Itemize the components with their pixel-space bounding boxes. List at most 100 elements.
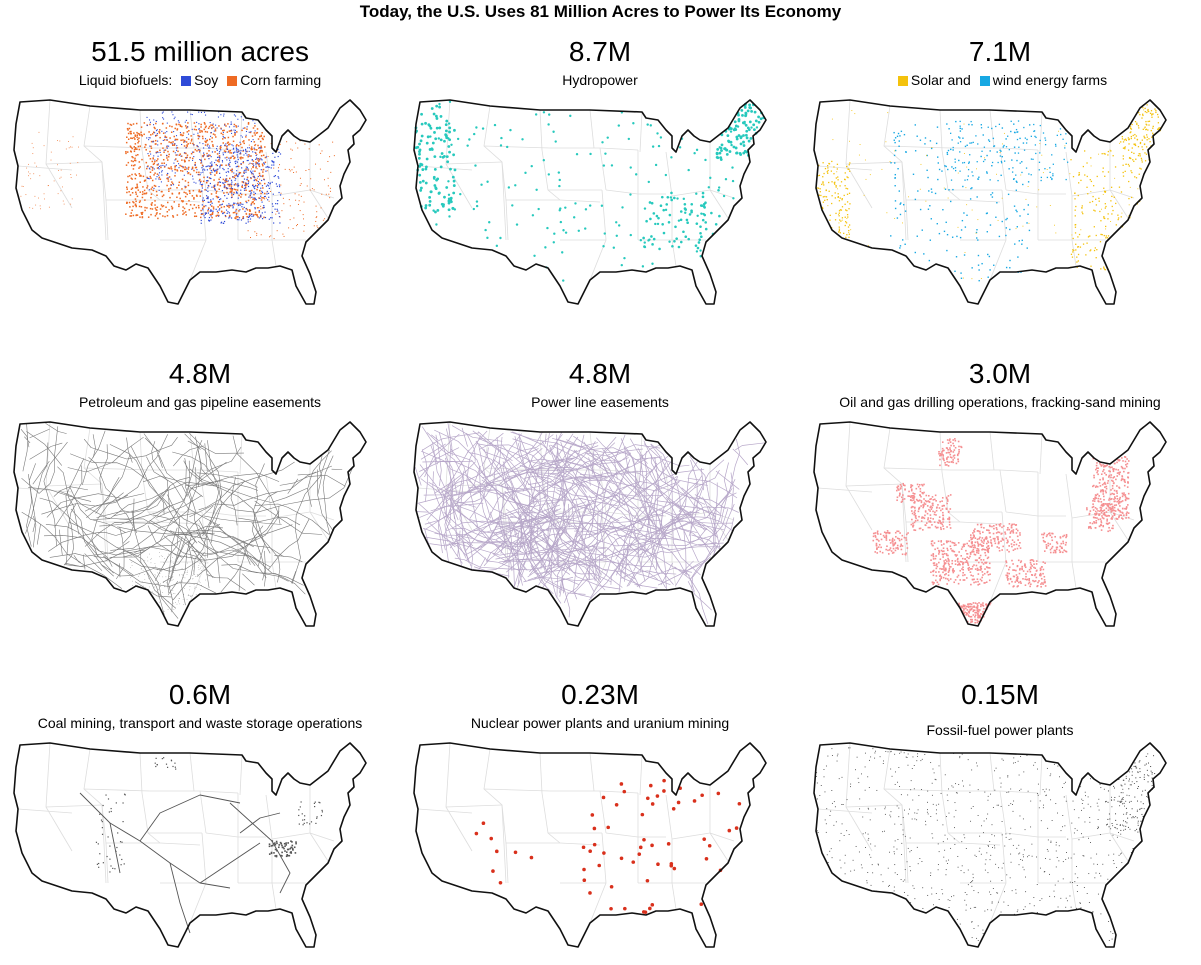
soy-farm-point <box>235 191 238 193</box>
corn-farm-point <box>202 213 204 215</box>
corn-farm-point <box>168 176 171 178</box>
drilling-area <box>1008 528 1011 531</box>
corn-farm-point <box>139 166 141 168</box>
soy-farm-point <box>222 135 224 138</box>
corn-farm-point <box>258 147 260 149</box>
wind-farm-point <box>987 276 989 278</box>
soy-farm-point <box>268 218 270 220</box>
corn-farm-point <box>197 137 200 140</box>
pipeline-node <box>148 586 150 588</box>
corn-farm-point <box>28 163 29 165</box>
corn-farm-point <box>303 225 305 227</box>
wind-farm-point <box>977 239 979 241</box>
drilling-area <box>973 535 975 538</box>
corn-farm-point <box>255 166 257 169</box>
pipeline-line <box>279 475 346 487</box>
hydro-site <box>668 240 671 243</box>
drilling-area <box>913 521 916 524</box>
drilling-area <box>954 563 957 566</box>
corn-farm-point <box>168 153 170 156</box>
solar-farm-point <box>1120 141 1122 143</box>
pipeline-node <box>167 601 169 602</box>
wind-farm-point <box>975 135 977 137</box>
wind-farm-point <box>1026 222 1028 224</box>
corn-farm-point <box>247 179 250 182</box>
power-line <box>582 479 724 531</box>
power-line <box>523 475 567 499</box>
state-border <box>17 487 73 493</box>
drilling-area <box>1092 516 1095 519</box>
hydro-site <box>696 214 699 217</box>
pipeline-node <box>155 582 157 584</box>
corn-farm-point <box>228 205 230 207</box>
drilling-area <box>988 524 991 527</box>
wind-farm-point <box>969 198 972 200</box>
hydro-site <box>428 199 432 203</box>
soy-farm-point <box>234 162 237 165</box>
wind-farm-point <box>964 145 967 148</box>
corn-farm-point <box>203 122 206 124</box>
wind-farm-point <box>963 161 966 164</box>
drilling-area <box>999 525 1001 527</box>
wind-farm-point <box>1055 145 1057 147</box>
hydro-site <box>695 250 699 253</box>
wind-farm-point <box>1035 152 1037 155</box>
drilling-area <box>932 554 935 556</box>
solar-farm-point <box>827 167 829 169</box>
drilling-area <box>956 554 958 556</box>
hydro-site <box>559 220 563 224</box>
hydro-site <box>643 241 646 244</box>
soy-farm-point <box>252 139 254 141</box>
hydro-site <box>484 228 487 232</box>
soy-farm-point <box>166 147 168 149</box>
soy-farm-point <box>176 145 178 147</box>
corn-farm-point <box>218 201 220 203</box>
soy-farm-point <box>249 194 251 196</box>
pipeline-node <box>182 575 184 576</box>
pipeline-node <box>150 571 152 573</box>
solar-farm-point <box>1090 265 1092 267</box>
corn-farm-point <box>159 136 161 139</box>
drilling-area <box>1094 510 1097 513</box>
power-line <box>687 477 738 499</box>
pipeline-line <box>168 536 183 613</box>
soy-farm-point <box>163 118 165 120</box>
solar-farm-point <box>925 200 927 202</box>
power-line <box>610 509 633 585</box>
corn-farm-point <box>204 140 206 143</box>
drilling-area <box>988 579 991 582</box>
corn-farm-point <box>168 190 170 193</box>
drilling-area <box>1095 520 1098 522</box>
drilling-area <box>1118 501 1121 504</box>
solar-farm-point <box>1150 129 1152 132</box>
wind-farm-point <box>894 185 896 187</box>
hydro-site <box>735 137 739 141</box>
soy-farm-point <box>278 186 281 188</box>
state-border <box>239 433 243 475</box>
drilling-area <box>1123 480 1126 482</box>
corn-farm-point <box>159 149 161 152</box>
power-line <box>599 436 617 469</box>
soy-farm-point <box>146 137 148 139</box>
pipeline-node <box>194 588 196 590</box>
corn-farm-point <box>60 169 62 171</box>
corn-farm-point <box>320 152 322 154</box>
drilling-area <box>946 498 949 501</box>
soy-farm-point <box>210 210 212 212</box>
drilling-area <box>1011 545 1013 548</box>
soy-farm-point <box>217 116 219 118</box>
corn-farm-point <box>322 219 324 221</box>
hydro-site <box>729 130 733 133</box>
solar-farm-point <box>1150 136 1153 138</box>
wind-farm-point <box>959 120 961 123</box>
drilling-area <box>1002 545 1004 548</box>
state-border <box>1039 433 1043 475</box>
wind-farm-point <box>1000 160 1003 163</box>
wind-farm-point <box>986 212 988 214</box>
wind-farm-point <box>976 237 978 239</box>
power-line <box>489 511 515 588</box>
solar-farm-point <box>1151 114 1153 116</box>
corn-farm-point <box>180 155 183 157</box>
wind-farm-point <box>917 190 919 192</box>
soy-farm-point <box>215 169 217 171</box>
